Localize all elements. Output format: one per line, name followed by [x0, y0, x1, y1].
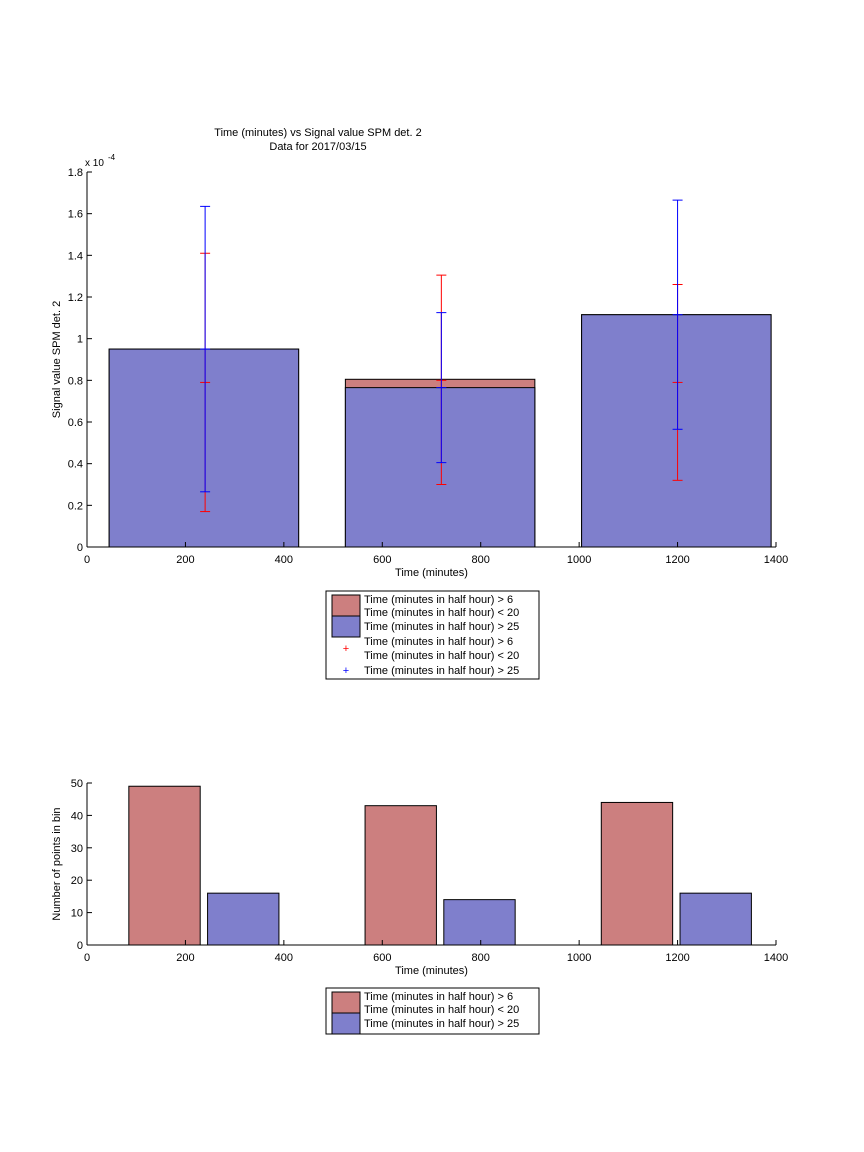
bar-blue	[344, 387, 536, 548]
y-tick-label: 20	[71, 875, 83, 887]
y-exponent-label: x 10	[85, 158, 104, 169]
x-tick-label: 0	[84, 952, 90, 964]
x-tick-label: 600	[373, 554, 391, 566]
x-axis-label: Time (minutes)	[395, 965, 468, 977]
legend-swatch-red	[331, 991, 361, 1014]
bar-blue	[443, 899, 516, 946]
legend-label: Time (minutes in half hour) > 25	[364, 665, 519, 677]
y-tick-label: 0	[77, 542, 83, 554]
error-bar-blue	[672, 199, 683, 430]
legend-swatch-red	[331, 594, 361, 617]
y-tick-label: 0	[77, 940, 83, 952]
y-exponent-power: -4	[108, 153, 116, 162]
y-tick-label: 0.8	[68, 375, 83, 387]
legend-label: Time (minutes in half hour) > 25	[364, 1018, 519, 1030]
y-tick-label: 0.4	[68, 459, 83, 471]
legend-label: Time (minutes in half hour) > 6	[364, 594, 513, 606]
x-tick-label: 600	[373, 952, 391, 964]
y-tick-label: 0.2	[68, 500, 83, 512]
x-tick-label: 800	[472, 554, 490, 566]
y-tick-label: 1.6	[68, 209, 83, 221]
y-tick-label: 30	[71, 843, 83, 855]
legend-marker-blue: +	[343, 665, 349, 677]
y-tick-label: 40	[71, 810, 83, 822]
legend-label: Time (minutes in half hour) > 6	[364, 991, 513, 1003]
legend-swatch-blue	[331, 1012, 361, 1035]
bar-blue	[581, 314, 772, 548]
legend-marker-red: +	[343, 643, 349, 655]
legend-label: Time (minutes in half hour) > 6	[364, 636, 513, 648]
chart-title: Time (minutes) vs Signal value SPM det. …	[214, 127, 421, 139]
bar-red	[600, 801, 674, 946]
bar-blue	[679, 892, 752, 946]
x-tick-label: 800	[472, 952, 490, 964]
x-tick-label: 200	[176, 952, 194, 964]
x-tick-label: 0	[84, 554, 90, 566]
y-tick-label: 1.2	[68, 292, 83, 304]
x-axis-label: Time (minutes)	[395, 567, 468, 579]
y-tick-label: 1	[77, 334, 83, 346]
error-bar-blue	[200, 205, 211, 493]
error-bar-blue	[436, 312, 447, 464]
bar-blue	[207, 892, 280, 946]
y-tick-label: 50	[71, 778, 83, 790]
y-tick-label: 1.4	[68, 250, 83, 262]
y-axis-label: Number of points in bin	[51, 807, 63, 920]
y-tick-label: 10	[71, 908, 83, 920]
legend-swatch-blue	[331, 615, 361, 638]
chart-subtitle: Data for 2017/03/15	[269, 141, 366, 153]
legend-label: Time (minutes in half hour) < 20	[364, 607, 519, 619]
x-tick-label: 1200	[665, 952, 689, 964]
bar-red	[364, 805, 437, 946]
x-tick-label: 1000	[567, 952, 591, 964]
y-tick-label: 0.6	[68, 417, 83, 429]
x-tick-label: 400	[275, 554, 293, 566]
y-tick-label: 1.8	[68, 167, 83, 179]
x-tick-label: 1000	[567, 554, 591, 566]
legend-label: Time (minutes in half hour) < 20	[364, 650, 519, 662]
y-axis-label: Signal value SPM det. 2	[51, 301, 63, 418]
legend-label: Time (minutes in half hour) < 20	[364, 1004, 519, 1016]
legend-box	[325, 987, 540, 1035]
legend-box	[325, 590, 540, 680]
x-tick-label: 400	[275, 952, 293, 964]
x-tick-label: 200	[176, 554, 194, 566]
x-tick-label: 1200	[665, 554, 689, 566]
bar-red	[128, 785, 201, 946]
x-tick-label: 1400	[764, 554, 788, 566]
legend-label: Time (minutes in half hour) > 25	[364, 621, 519, 633]
bar-blue	[108, 348, 300, 548]
x-tick-label: 1400	[764, 952, 788, 964]
